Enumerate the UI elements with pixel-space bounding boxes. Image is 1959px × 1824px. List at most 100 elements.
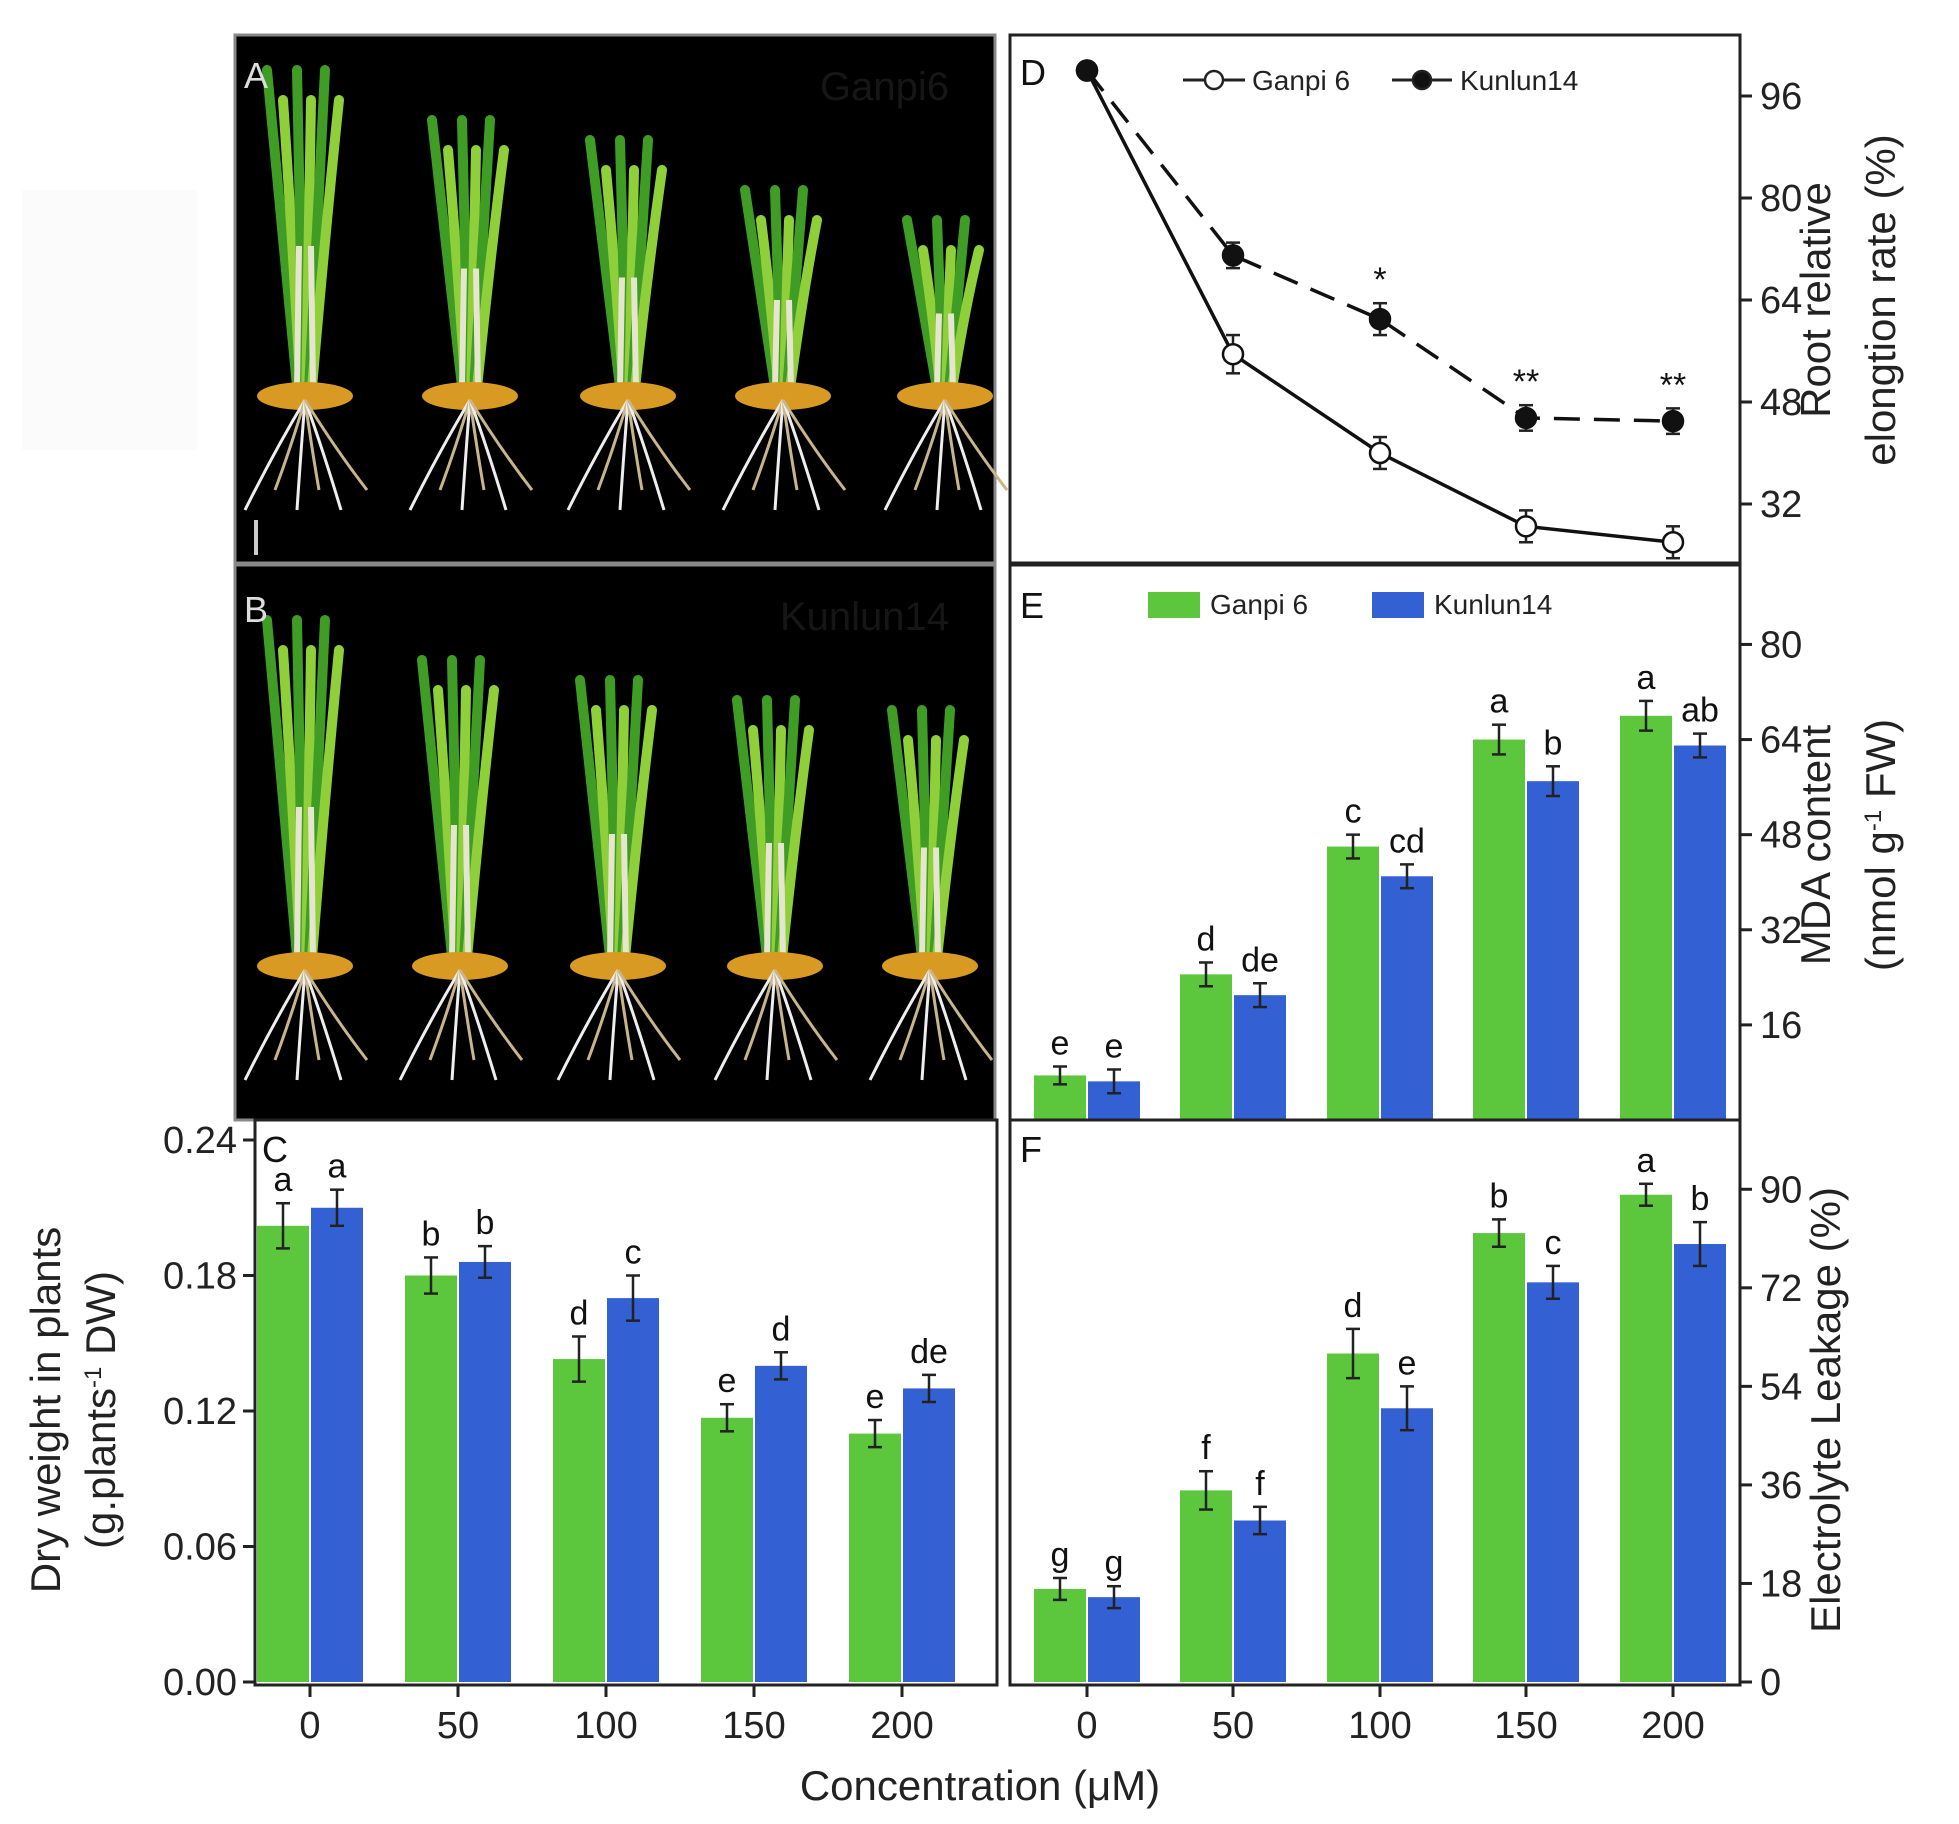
panel-d-ylabel-line2: elongtion rate (%) [1857,134,1904,466]
seedling-root [608,969,620,1081]
bar-kunlun [1527,781,1579,1120]
significance-letter: d [772,1310,791,1348]
panel-b-seedlings [243,615,994,1081]
y-tick-label: 18 [1760,1563,1802,1605]
x-tick-label: 150 [722,1705,785,1747]
seedling-root [458,969,476,1061]
line-kunlun [1085,69,1674,423]
seedling-seed-cluster [257,952,353,980]
seedling-root [458,969,498,1081]
panel-c-ylabel-line2: (g.plants-1 DW) [77,1271,124,1549]
bar-ganpi [1034,1588,1086,1682]
seedling-stem [934,313,956,391]
significance-letter: g [1105,1544,1124,1582]
legend-e-kunlun-label: Kunlun14 [1434,589,1552,620]
bar-kunlun [755,1365,807,1682]
y-tick-label: 90 [1760,1169,1802,1211]
x-tick-label: 150 [1494,1705,1557,1747]
seedling-root [586,969,620,1061]
bar-ganpi [553,1359,605,1682]
significance-letter: a [1637,659,1656,697]
marker-ganpi [1368,441,1392,465]
seedling-root [303,399,343,511]
seedling-root [883,399,947,511]
bar-kunlun [1381,876,1433,1120]
seedling-root [303,399,321,491]
panel-e-ylabel-line1: MDA content [1792,724,1839,965]
y-tick-label: 0.00 [163,1662,237,1704]
seedling-seed-cluster [422,382,518,410]
seedling-root [773,969,839,1061]
x-tick-label: 100 [574,1705,637,1747]
seedling-root [943,399,1009,491]
seedling-stem [617,277,639,391]
seedling-root [920,969,932,1081]
x-tick-label: 0 [299,1705,320,1747]
significance-letter: b [1490,1177,1509,1215]
seedling-root [781,399,847,491]
seedling-root [243,399,307,511]
significance-letter: d [1197,920,1216,958]
x-tick-label: 100 [1348,1705,1411,1747]
significance-letter: a [328,1148,347,1186]
seedling-root [616,969,656,1081]
bar-ganpi [1620,715,1672,1120]
x-tick-labels: 0 0 50 50 100 100 150 150 200 200 [299,1685,1705,1747]
y-tick-label: 0.06 [163,1527,237,1569]
y-tick-label: 0 [1760,1662,1781,1704]
panel-d-axis: 32 48 64 80 96 [1740,76,1802,526]
panel-c-ylabel-main: (g.plants [77,1388,124,1549]
seedling-seed-cluster [570,952,666,980]
marker-kunlun [1368,307,1392,331]
seedling-root [781,399,799,491]
significance-star: * [1373,261,1386,299]
y-tick-label: 54 [1760,1366,1802,1408]
seedling-root [303,969,369,1061]
y-tick-label: 80 [1760,624,1802,666]
panel-c-label: C [262,1129,288,1170]
seedling-stem [919,847,941,961]
seedling-seed-cluster [727,952,823,980]
significance-letter: b [476,1204,495,1242]
marker-ganpi [1514,515,1538,538]
panel-e-legend: Ganpi 6 Kunlun14 [1148,589,1552,620]
seedling-root [743,969,777,1061]
legend-e-ganpi-swatch [1148,592,1200,618]
panel-a-photo: A Ganpi6 [233,33,1009,565]
marker-kunlun [1075,59,1099,82]
panel-e-ylabel-line2: (nmol g-1 FW) [1857,719,1904,971]
panel-e-chart: 16 32 48 64 80 e d c a a e de cd b ab E Ganpi 6 Kunlu… [1008,563,1904,1122]
seedling-root [408,399,472,511]
x-tick-label: 0 [1076,1705,1097,1747]
seedling-root [935,399,947,511]
panel-d-lines: *** ** [1075,59,1686,560]
bar-kunlun [1527,1282,1579,1682]
bar-ganpi [701,1417,753,1682]
significance-letter: c [1545,1224,1562,1262]
seedling-seed-cluster [580,382,676,410]
bar-kunlun [459,1261,511,1682]
seedling-seed-cluster [882,952,978,980]
legend-ganpi-marker [1203,69,1225,91]
seedling-root [626,399,692,491]
panel-f-frame [1008,1118,1742,1687]
panel-a-seedlings [243,65,1009,511]
panel-e-axis: 16 32 48 64 80 [1740,624,1802,1047]
significance-letter: d [1344,1287,1363,1325]
seedling-root [773,399,785,511]
panel-d-ylabel-line1: Root relative [1792,182,1839,418]
seedling-stem [449,824,471,961]
seedling-root [273,969,307,1061]
bar-kunlun [1674,745,1726,1120]
significance-letter: e [1051,1025,1070,1063]
seedling-root [713,969,777,1081]
seedling-root [928,969,994,1061]
seedling-root [618,399,630,511]
seedling-root [626,399,666,511]
panel-b-cultivar-label: Kunlun14 [780,595,949,639]
marker-ganpi [1221,342,1245,366]
seedling-root [928,969,968,1081]
significance-letter: f [1255,1465,1265,1503]
bar-kunlun [1674,1244,1726,1682]
